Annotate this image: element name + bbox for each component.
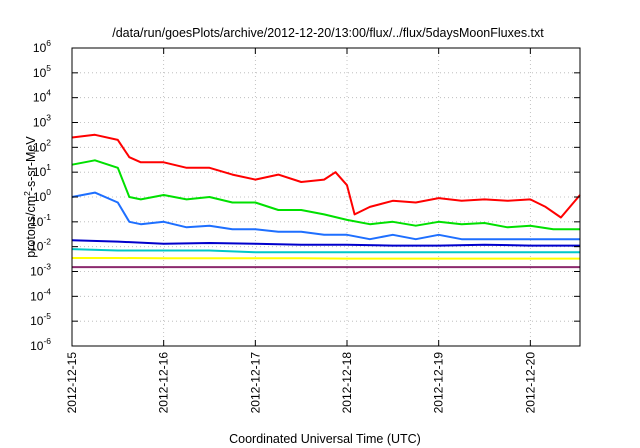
series-line-2 (71, 159, 580, 231)
y-axis-title-sup: 2 (22, 191, 32, 196)
y-tick-label: 101 (33, 162, 51, 179)
y-axis-title: protons/cm2-s-sr-MeV (22, 136, 38, 258)
y-axis-title-prefix: protons/cm (24, 196, 38, 258)
series-line-3 (71, 191, 580, 241)
x-tick-label: 2012-12-18 (340, 352, 354, 414)
y-tick-label: 105 (33, 63, 51, 80)
x-tick-label: 2012-12-20 (523, 352, 537, 414)
y-tick-label: 106 (33, 38, 51, 55)
series-line-6 (72, 257, 580, 260)
series-line-1 (71, 133, 581, 219)
y-tick-label: 102 (33, 137, 51, 154)
x-tick-label: 2012-12-16 (157, 352, 171, 414)
series-line-4 (71, 239, 580, 247)
x-tick-label: 2012-12-19 (432, 352, 446, 414)
x-tick-label: 2012-12-15 (65, 352, 79, 414)
series-layer (71, 133, 581, 269)
chart-title: /data/run/goesPlots/archive/2012-12-20/1… (112, 26, 544, 40)
y-tick-label: 10-1 (30, 212, 51, 229)
y-tick-label: 10-4 (30, 286, 51, 303)
x-tick-label: 2012-12-17 (248, 352, 262, 414)
axes: 10-6 10-5 10-4 10-3 10-2 10-1 100 101 102 103 104 1… (30, 38, 580, 413)
y-tick-label: 10-3 (30, 262, 51, 279)
y-tick-label: 100 (33, 187, 51, 204)
x-axis-title: Coordinated Universal Time (UTC) (229, 432, 421, 446)
y-tick-label: 10-2 (30, 237, 51, 254)
series-line-5 (71, 248, 580, 254)
y-axis-title-suffix: -s-sr-MeV (24, 136, 38, 192)
y-tick-label: 103 (33, 113, 51, 130)
y-tick-label: 10-5 (30, 311, 51, 328)
y-tick-label: 104 (33, 88, 51, 105)
y-tick-label: 10-6 (30, 336, 51, 353)
